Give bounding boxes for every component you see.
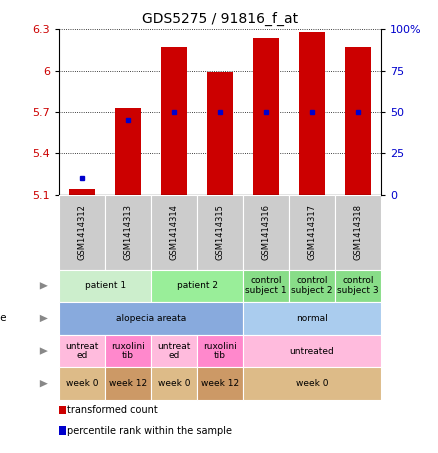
Text: disease state: disease state (0, 313, 6, 323)
Bar (105, 195, 151, 270)
Bar (197, 367, 243, 400)
Text: week 0: week 0 (296, 379, 328, 388)
Bar (59, 406, 66, 414)
Text: week 12: week 12 (201, 379, 239, 388)
Polygon shape (40, 347, 48, 355)
Text: patient 1: patient 1 (85, 281, 126, 290)
Title: GDS5275 / 91816_f_at: GDS5275 / 91816_f_at (142, 11, 298, 26)
Bar (335, 195, 381, 270)
Text: untreated: untreated (290, 347, 335, 356)
Bar (300, 32, 325, 195)
Bar (243, 302, 381, 335)
Bar (59, 335, 105, 367)
Bar (162, 48, 187, 195)
Bar (59, 302, 243, 335)
Bar (197, 335, 243, 367)
Bar (208, 72, 233, 195)
Bar (289, 270, 335, 302)
Bar (105, 335, 151, 367)
Bar (59, 195, 105, 270)
Bar (197, 195, 243, 270)
Polygon shape (40, 282, 48, 289)
Text: untreat
ed: untreat ed (157, 342, 191, 361)
Bar (335, 270, 381, 302)
Text: ruxolini
tib: ruxolini tib (203, 342, 237, 361)
Bar (59, 270, 151, 302)
Bar (254, 38, 279, 195)
Text: control
subject 3: control subject 3 (337, 276, 379, 295)
Bar (243, 195, 289, 270)
Text: GSM1414317: GSM1414317 (307, 204, 317, 260)
Bar (151, 270, 243, 302)
Text: GSM1414318: GSM1414318 (353, 204, 363, 260)
Text: week 12: week 12 (109, 379, 147, 388)
Polygon shape (40, 380, 48, 387)
Bar (116, 108, 141, 195)
Bar (70, 189, 95, 195)
Text: normal: normal (296, 314, 328, 323)
Bar (243, 367, 381, 400)
Text: untreat
ed: untreat ed (65, 342, 99, 361)
Bar (59, 426, 66, 435)
Bar (243, 335, 381, 367)
Bar (151, 367, 197, 400)
Text: control
subject 2: control subject 2 (291, 276, 333, 295)
Text: ruxolini
tib: ruxolini tib (111, 342, 145, 361)
Text: GSM1414313: GSM1414313 (124, 204, 133, 260)
Bar (59, 367, 105, 400)
Text: alopecia areata: alopecia areata (116, 314, 186, 323)
Text: week 0: week 0 (66, 379, 99, 388)
Text: patient 2: patient 2 (177, 281, 218, 290)
Bar (151, 195, 197, 270)
Text: GSM1414312: GSM1414312 (78, 204, 87, 260)
Text: GSM1414314: GSM1414314 (170, 204, 179, 260)
Text: control
subject 1: control subject 1 (245, 276, 287, 295)
Bar (105, 367, 151, 400)
Bar (346, 48, 371, 195)
Bar (151, 335, 197, 367)
Bar (243, 270, 289, 302)
Text: GSM1414316: GSM1414316 (261, 204, 271, 260)
Polygon shape (40, 315, 48, 322)
Text: percentile rank within the sample: percentile rank within the sample (67, 425, 232, 436)
Text: week 0: week 0 (158, 379, 191, 388)
Bar (289, 195, 335, 270)
Text: GSM1414315: GSM1414315 (215, 204, 225, 260)
Text: transformed count: transformed count (67, 405, 158, 415)
